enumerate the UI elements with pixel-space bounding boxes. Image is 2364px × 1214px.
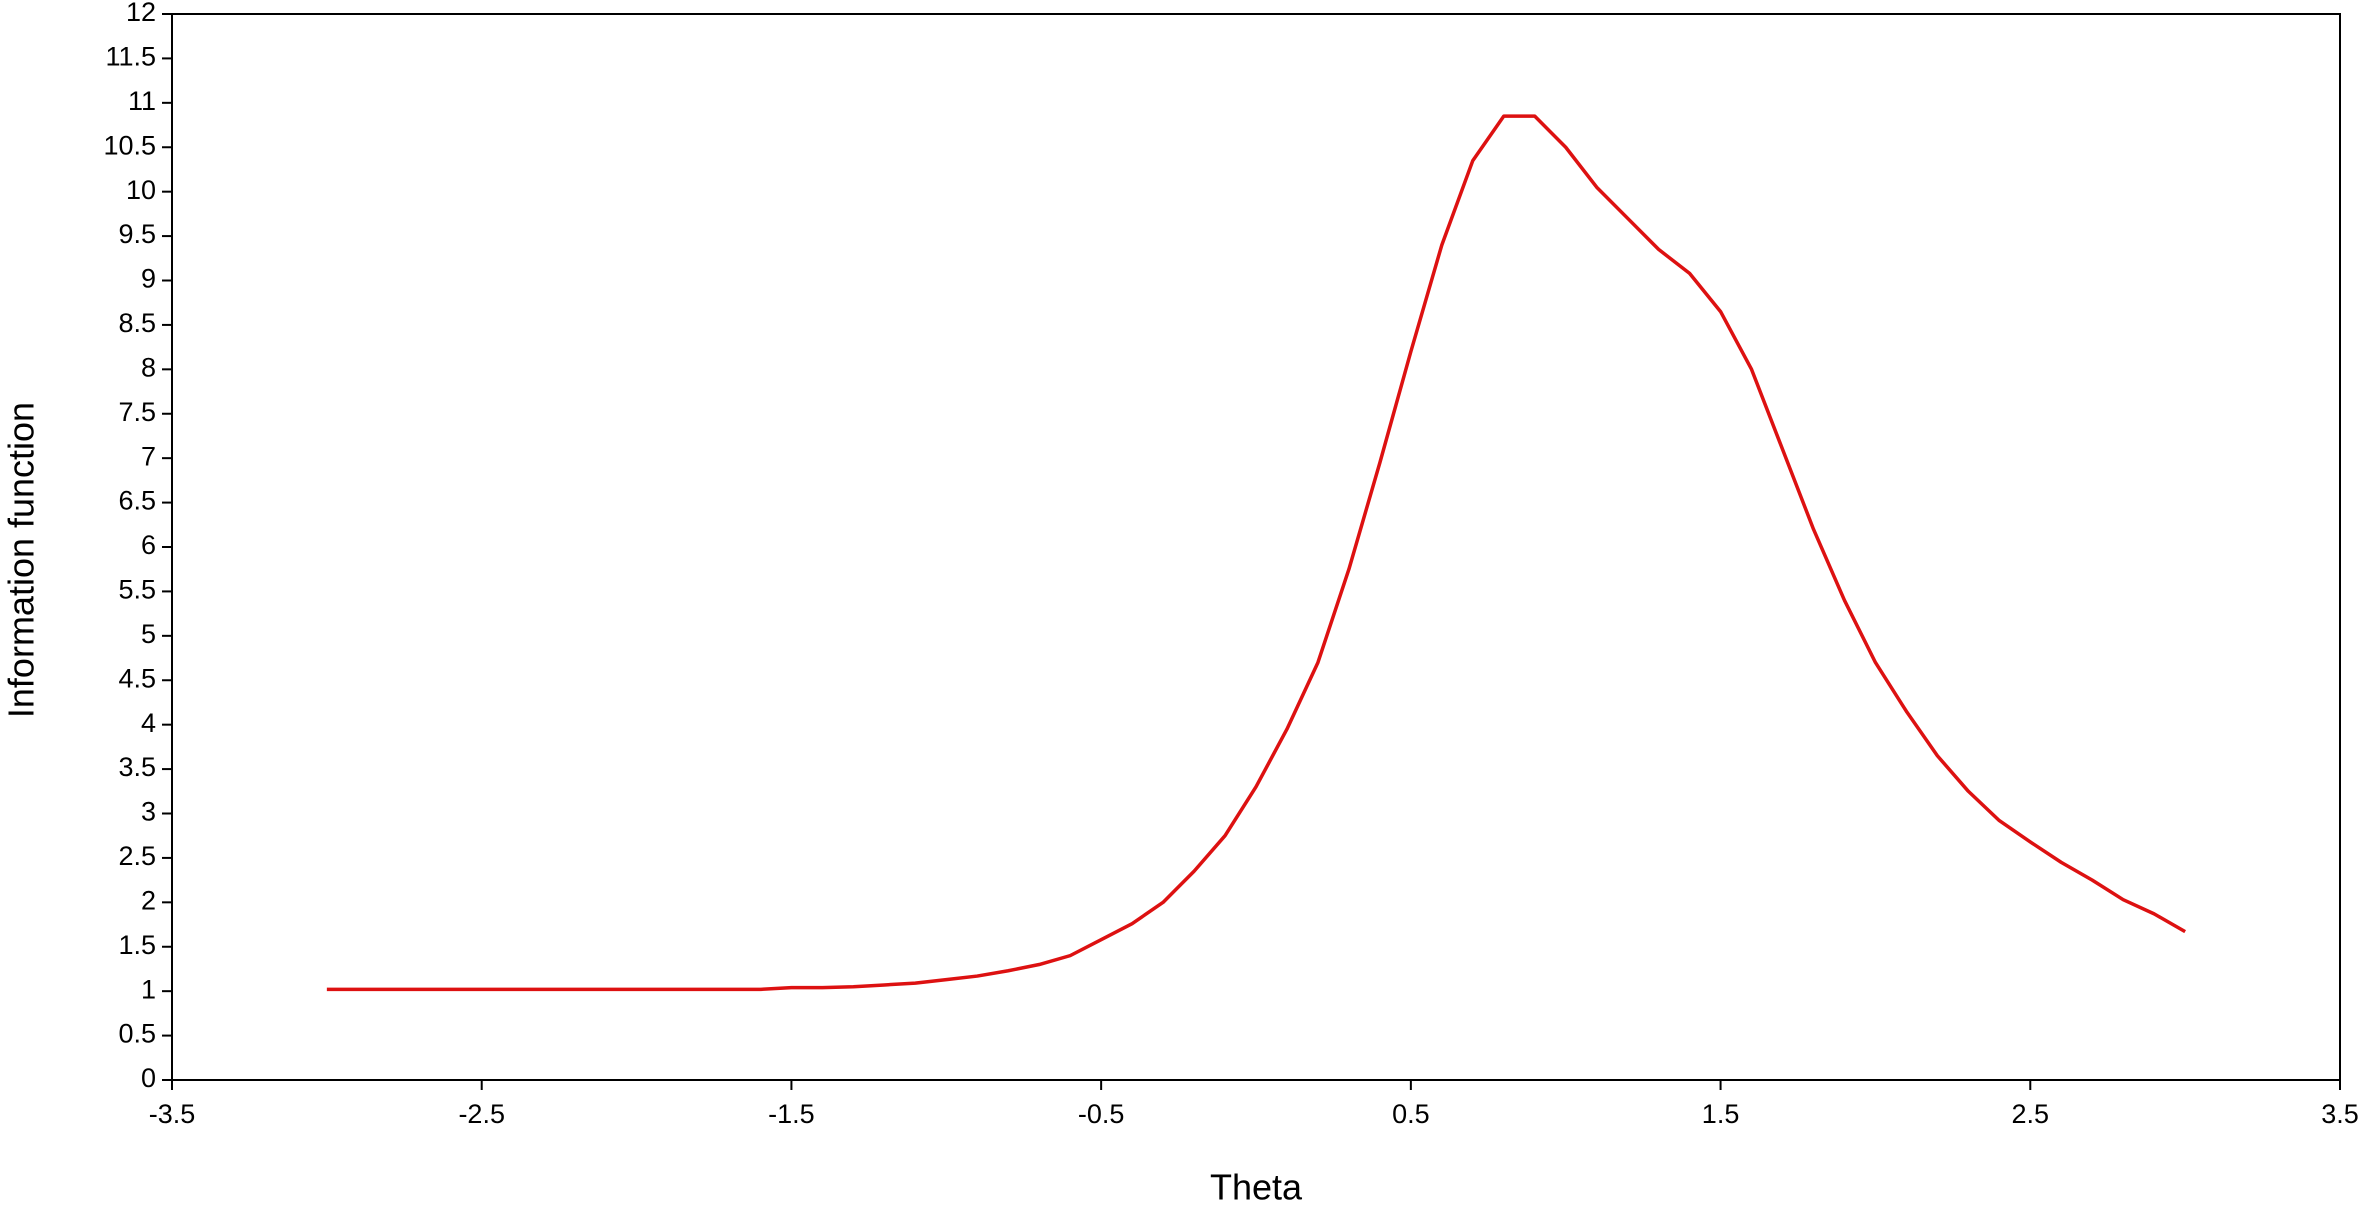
x-tick-label: -1.5 bbox=[768, 1099, 815, 1129]
y-tick-label: 4.5 bbox=[118, 663, 156, 693]
x-tick-label: 3.5 bbox=[2321, 1099, 2359, 1129]
y-tick-label: 9.5 bbox=[118, 219, 156, 249]
y-tick-label: 5 bbox=[141, 619, 156, 649]
y-tick-label: 1.5 bbox=[118, 930, 156, 960]
x-tick-label: 1.5 bbox=[1702, 1099, 1740, 1129]
y-tick-label: 10 bbox=[126, 175, 156, 205]
y-tick-label: 0.5 bbox=[118, 1019, 156, 1049]
y-tick-label: 8 bbox=[141, 352, 156, 382]
plot-frame bbox=[171, 13, 2341, 1081]
y-tick-label: 1 bbox=[141, 974, 156, 1004]
x-tick-label: -2.5 bbox=[458, 1099, 505, 1129]
x-tick-label: 2.5 bbox=[2012, 1099, 2050, 1129]
y-tick-label: 0 bbox=[141, 1063, 156, 1093]
y-tick-label: 7 bbox=[141, 441, 156, 471]
y-tick-label: 5.5 bbox=[118, 575, 156, 605]
data-line bbox=[326, 114, 2187, 992]
y-tick-label: 2 bbox=[141, 885, 156, 915]
x-axis-title: Theta bbox=[1210, 1167, 1303, 1208]
y-tick-label: 11.5 bbox=[105, 42, 156, 72]
y-tick-label: 3 bbox=[141, 797, 156, 827]
x-tick-label: 0.5 bbox=[1392, 1099, 1430, 1129]
y-tick-label: 4 bbox=[141, 708, 156, 738]
y-tick-label: 2.5 bbox=[118, 841, 156, 871]
y-tick-label: 9 bbox=[141, 264, 156, 294]
y-tick-label: 11 bbox=[128, 86, 156, 116]
y-axis-title: Information function bbox=[1, 402, 42, 718]
x-tick-label: -3.5 bbox=[149, 1099, 196, 1129]
y-tick-label: 7.5 bbox=[118, 397, 156, 427]
y-tick-label: 12 bbox=[126, 0, 156, 27]
y-tick-label: 3.5 bbox=[118, 752, 156, 782]
x-tick-label: -0.5 bbox=[1078, 1099, 1125, 1129]
y-tick-label: 8.5 bbox=[118, 308, 156, 338]
y-tick-label: 10.5 bbox=[103, 130, 156, 160]
y-tick-label: 6.5 bbox=[118, 486, 156, 516]
y-tick-label: 6 bbox=[141, 530, 156, 560]
